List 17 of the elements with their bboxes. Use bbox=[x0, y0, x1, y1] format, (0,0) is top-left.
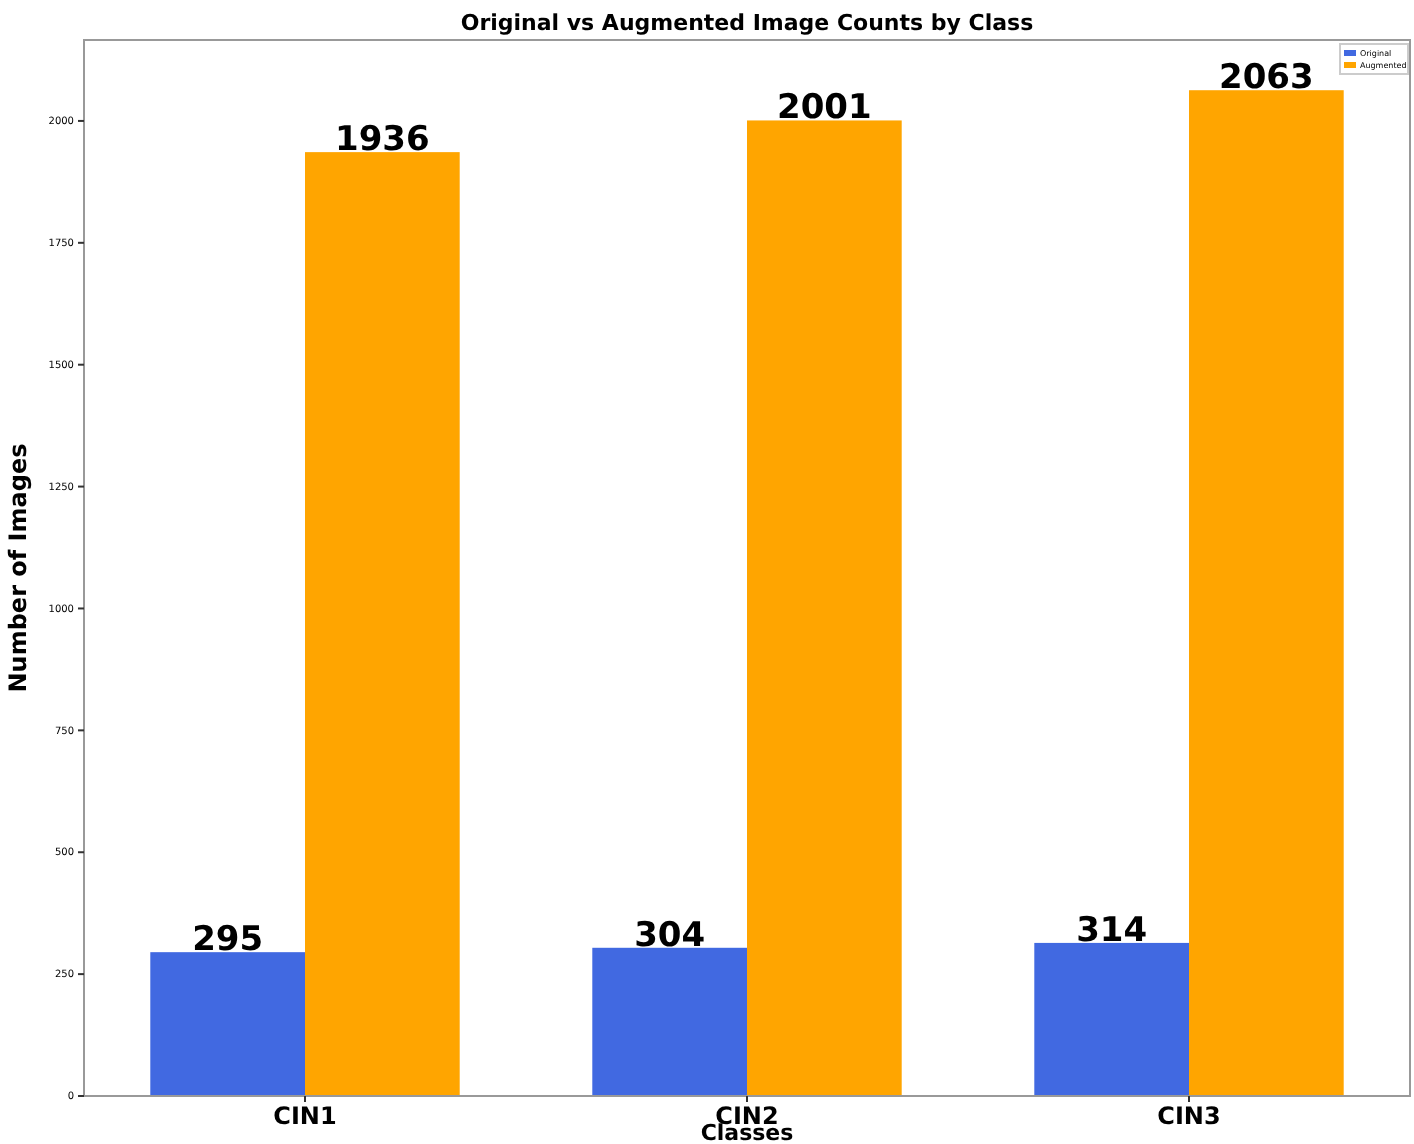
x-tick-label: CIN1 bbox=[273, 1102, 337, 1130]
x-axis-title: Classes bbox=[700, 1120, 795, 1144]
bar bbox=[1034, 942, 1189, 1096]
data-label: 314 bbox=[1076, 910, 1148, 951]
bar bbox=[592, 947, 747, 1096]
chart-title: Original vs Augmented Image Counts by Class bbox=[460, 10, 1035, 36]
bar bbox=[1189, 90, 1344, 1096]
bar bbox=[305, 152, 460, 1096]
data-label: 304 bbox=[634, 915, 706, 956]
y-axis-title: Number of Images bbox=[4, 443, 32, 693]
bar bbox=[150, 952, 305, 1096]
data-label: 2001 bbox=[777, 88, 872, 129]
x-tick-label: CIN3 bbox=[1157, 1102, 1221, 1130]
data-label: 295 bbox=[192, 920, 264, 961]
data-label: 1936 bbox=[335, 120, 430, 161]
bar bbox=[747, 120, 902, 1096]
data-label: 2063 bbox=[1219, 58, 1314, 99]
